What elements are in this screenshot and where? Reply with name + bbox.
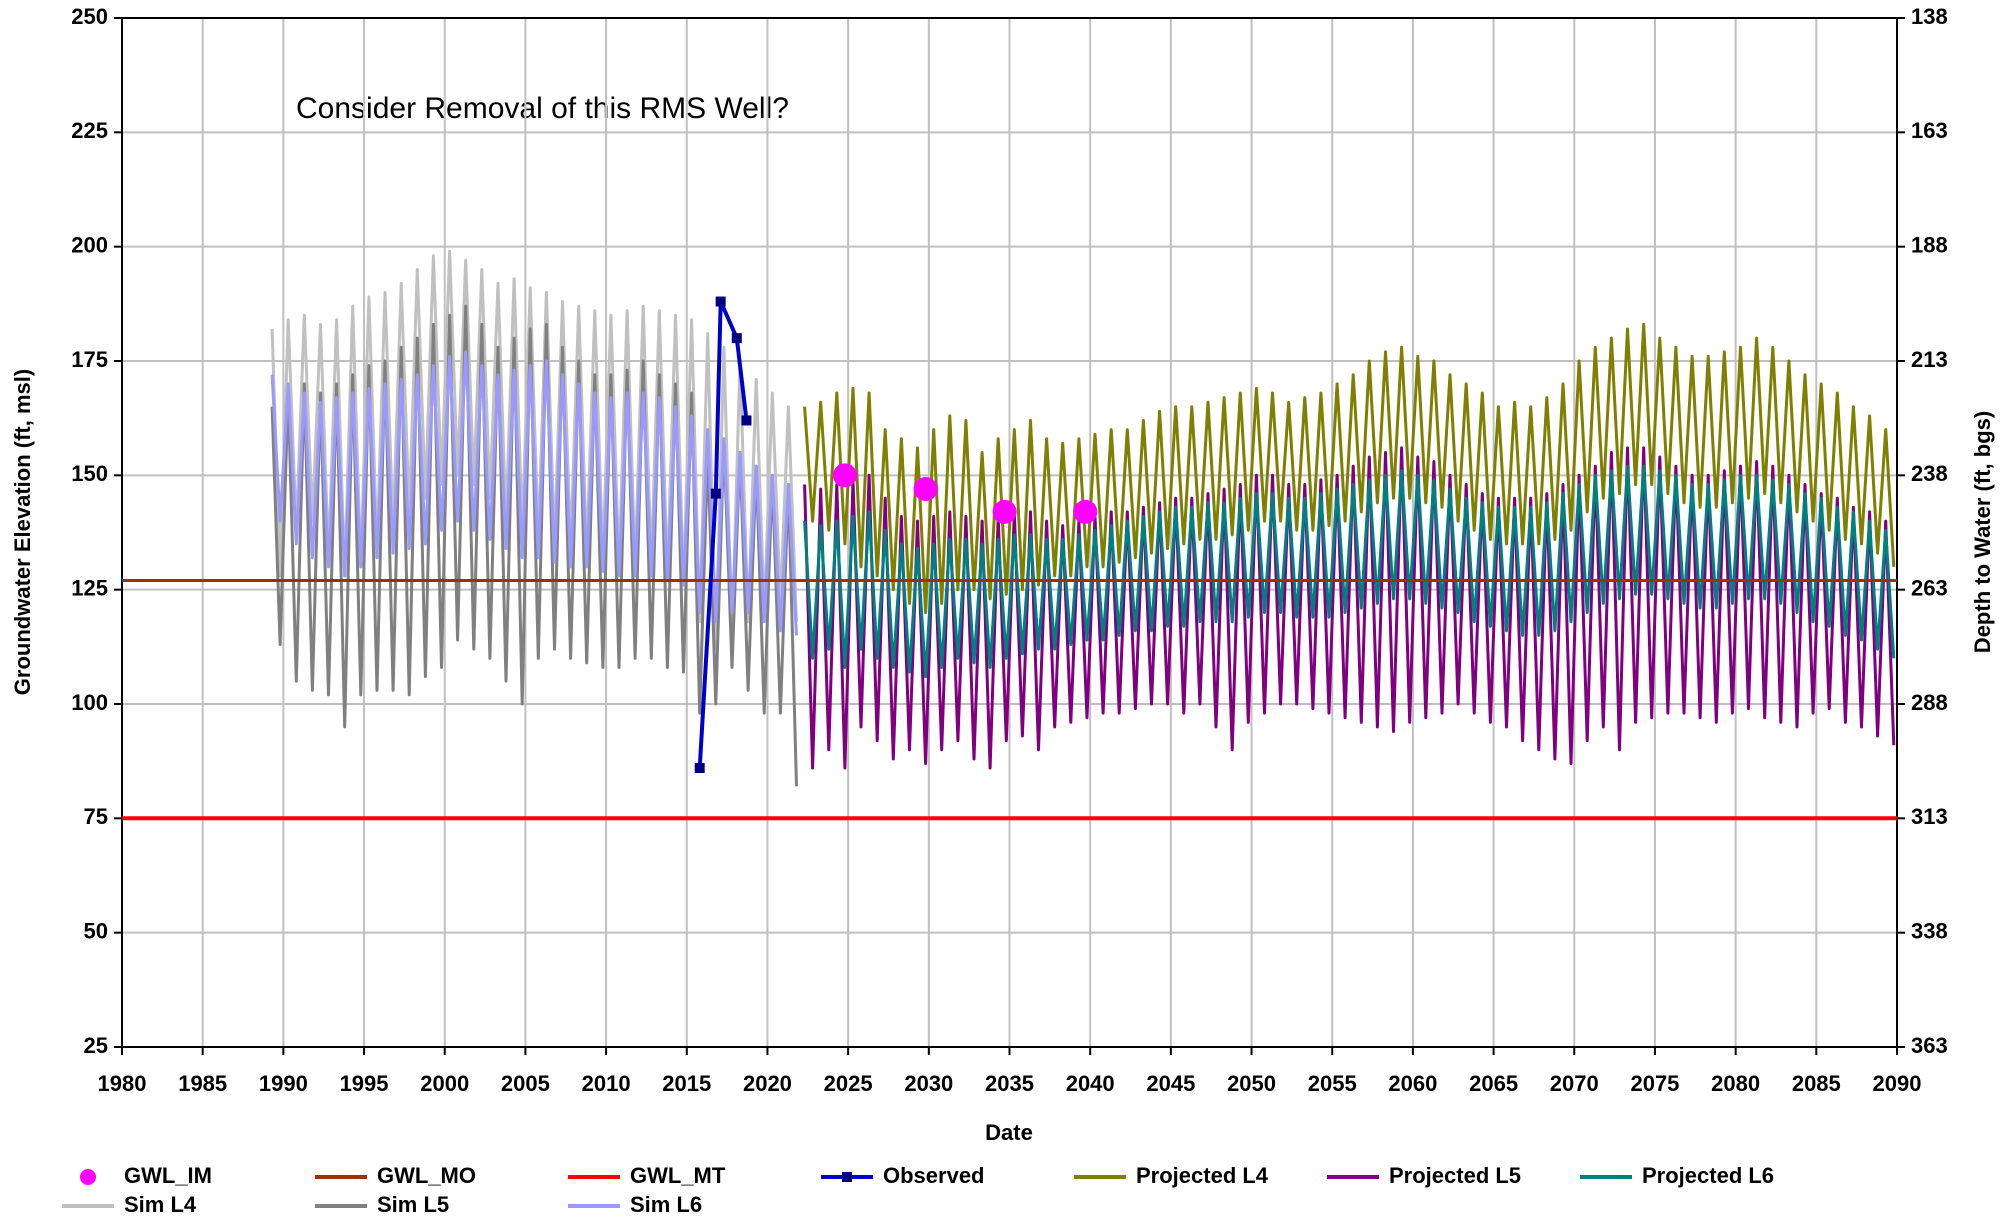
x-tick-label: 2035 <box>985 1071 1034 1096</box>
point-marker <box>992 499 1017 524</box>
x-tick-label: 2080 <box>1711 1071 1760 1096</box>
x-tick-label: 2005 <box>501 1071 550 1096</box>
x-tick-label: 2025 <box>824 1071 873 1096</box>
y2-axis-title: Depth to Water (ft, bgs) <box>1970 411 1995 653</box>
point-marker <box>741 415 752 426</box>
y2-tick-label: 138 <box>1911 4 1948 29</box>
legend-swatch <box>80 1169 96 1185</box>
legend-label: GWL_IM <box>124 1163 212 1188</box>
x-tick-label: 2070 <box>1550 1071 1599 1096</box>
y-tick-label: 100 <box>71 690 108 715</box>
y2-tick-label: 263 <box>1911 575 1948 600</box>
y2-tick-label: 338 <box>1911 918 1948 943</box>
point-marker <box>832 463 857 488</box>
y2-tick-label: 188 <box>1911 232 1948 257</box>
y-tick-label: 150 <box>71 461 108 486</box>
y-axis-title: Groundwater Elevation (ft, msl) <box>10 369 35 695</box>
x-tick-label: 2000 <box>420 1071 469 1096</box>
legend-label: Observed <box>883 1163 985 1188</box>
y-tick-label: 50 <box>84 918 108 943</box>
series-line <box>803 464 1896 679</box>
y-tick-label: 225 <box>71 118 108 143</box>
y-tick-label: 250 <box>71 4 108 29</box>
y2-tick-label: 213 <box>1911 347 1948 372</box>
y-tick-label: 175 <box>71 347 108 372</box>
legend-label: Projected L5 <box>1389 1163 1521 1188</box>
legend-label: Projected L4 <box>1136 1163 1269 1188</box>
x-tick-label: 1985 <box>178 1071 227 1096</box>
point-marker <box>694 763 705 774</box>
y2-tick-label: 363 <box>1911 1033 1948 1058</box>
x-tick-label: 2085 <box>1792 1071 1841 1096</box>
x-tick-label: 1995 <box>340 1071 389 1096</box>
y2-tick-label: 313 <box>1911 804 1948 829</box>
x-tick-label: 2075 <box>1630 1071 1679 1096</box>
x-tick-label: 2040 <box>1066 1071 1115 1096</box>
x-tick-label: 2020 <box>743 1071 792 1096</box>
point-marker <box>715 296 726 307</box>
x-tick-label: 2090 <box>1873 1071 1922 1096</box>
point-marker <box>913 477 938 502</box>
series-line <box>270 350 798 636</box>
series-line <box>803 446 1896 770</box>
x-tick-label: 1980 <box>98 1071 147 1096</box>
x-tick-label: 2015 <box>662 1071 711 1096</box>
y2-tick-label: 163 <box>1911 118 1948 143</box>
series-line <box>803 322 1896 614</box>
x-tick-label: 1990 <box>259 1071 308 1096</box>
legend-label: Sim L6 <box>630 1192 702 1216</box>
x-tick-label: 2045 <box>1146 1071 1195 1096</box>
point-marker <box>710 488 721 499</box>
x-tick-label: 2050 <box>1227 1071 1276 1096</box>
plot-frame <box>121 17 1898 1048</box>
point-marker <box>731 333 742 344</box>
legend-label: Sim L5 <box>377 1192 449 1216</box>
y-tick-label: 25 <box>84 1033 108 1058</box>
point-marker <box>1073 499 1098 524</box>
legend-label: Projected L6 <box>1642 1163 1774 1188</box>
series-layer <box>122 249 1897 821</box>
y-tick-label: 200 <box>71 232 108 257</box>
legend-swatch <box>842 1172 852 1182</box>
y-tick-label: 75 <box>84 804 108 829</box>
x-tick-label: 2010 <box>582 1071 631 1096</box>
y2-tick-label: 238 <box>1911 461 1948 486</box>
x-axis-title: Date <box>985 1120 1033 1145</box>
x-tick-label: 2060 <box>1388 1071 1437 1096</box>
legend-label: GWL_MT <box>630 1163 726 1188</box>
legend-label: GWL_MO <box>377 1163 476 1188</box>
x-tick-label: 2030 <box>904 1071 953 1096</box>
legend-label: Sim L4 <box>124 1192 197 1216</box>
y-tick-label: 125 <box>71 575 108 600</box>
x-tick-label: 2065 <box>1469 1071 1518 1096</box>
x-tick-label: 2055 <box>1308 1071 1357 1096</box>
annotation: Consider Removal of this RMS Well? <box>296 92 789 125</box>
y2-tick-label: 288 <box>1911 690 1948 715</box>
